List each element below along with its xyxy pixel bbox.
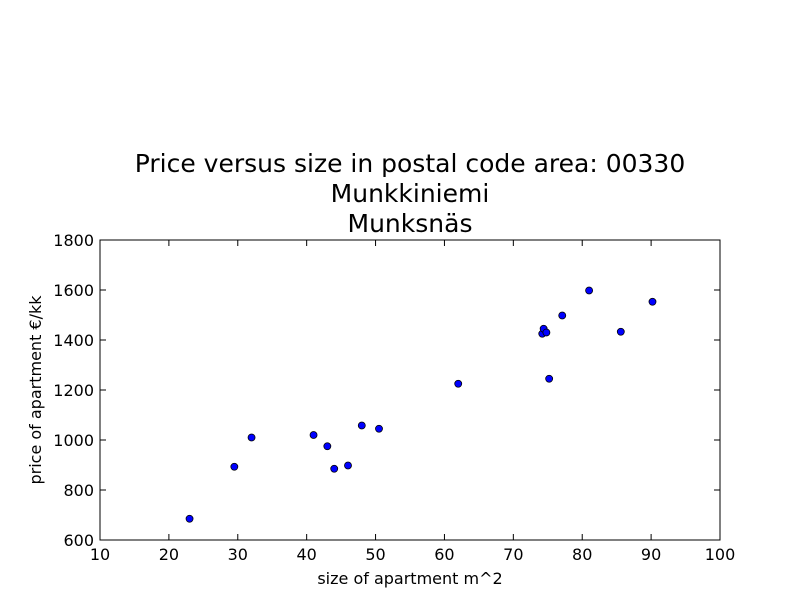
data-point xyxy=(542,328,551,337)
data-point xyxy=(309,431,318,439)
y-tick-label: 1800 xyxy=(53,231,94,250)
x-tick-label: 60 xyxy=(434,545,454,564)
x-tick-label: 90 xyxy=(641,545,661,564)
x-axis-label: size of apartment m^2 xyxy=(317,569,502,588)
data-point xyxy=(585,286,594,295)
y-tick-label: 1200 xyxy=(53,381,94,400)
y-axis-label: price of apartment €/kk xyxy=(26,295,45,485)
data-point xyxy=(344,461,352,470)
x-tick-label: 20 xyxy=(159,545,179,564)
plot-frame xyxy=(99,239,721,541)
x-tick-label: 40 xyxy=(296,545,316,564)
x-tick-label: 30 xyxy=(228,545,248,564)
axis-ticks: 10 20 30 40 50 60 70 80 90 100 600 800 1000 1200 1400 1… xyxy=(53,231,735,564)
x-tick-label: 100 xyxy=(705,545,736,564)
y-tick-label: 1000 xyxy=(53,431,94,450)
data-point xyxy=(323,442,332,451)
title-line-3: Munksnäs xyxy=(348,209,473,238)
x-tick-label: 70 xyxy=(503,545,523,564)
data-point xyxy=(230,462,239,471)
data-point xyxy=(375,424,383,433)
data-point xyxy=(330,464,339,473)
data-points xyxy=(185,286,657,523)
data-point xyxy=(648,297,657,306)
data-point xyxy=(545,374,554,383)
data-point xyxy=(616,327,625,336)
data-point xyxy=(558,311,567,320)
title-line-1: Price versus size in postal code area: 0… xyxy=(135,149,685,178)
data-point xyxy=(357,421,366,430)
title-line-2: Munkkiniemi xyxy=(331,179,490,208)
x-tick-label: 50 xyxy=(365,545,385,564)
data-point xyxy=(247,433,256,442)
data-point xyxy=(454,379,463,388)
data-point xyxy=(185,514,194,523)
x-tick-label: 10 xyxy=(90,545,110,564)
y-tick-label: 1400 xyxy=(53,331,94,350)
y-tick-label: 800 xyxy=(63,481,94,500)
x-tick-label: 80 xyxy=(572,545,592,564)
y-tick-label: 600 xyxy=(63,531,94,550)
chart-title: Price versus size in postal code area: 0… xyxy=(135,149,685,238)
y-tick-label: 1600 xyxy=(53,281,94,300)
